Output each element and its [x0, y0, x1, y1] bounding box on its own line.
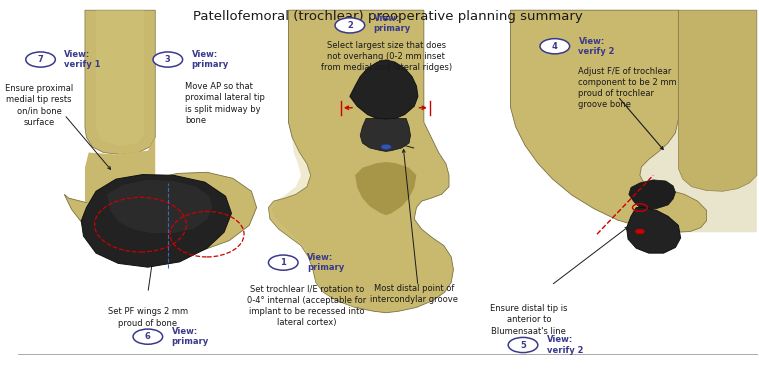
Circle shape: [269, 255, 298, 270]
Text: View:
verify 2: View: verify 2: [578, 37, 615, 56]
Polygon shape: [640, 10, 757, 232]
Polygon shape: [361, 118, 411, 151]
Text: View:
primary: View: primary: [373, 14, 411, 33]
Circle shape: [133, 329, 162, 344]
Polygon shape: [350, 60, 418, 119]
Text: Patellofemoral (trochlear) preoperative planning summary: Patellofemoral (trochlear) preoperative …: [194, 10, 583, 23]
Polygon shape: [85, 10, 156, 154]
Circle shape: [335, 18, 364, 33]
Text: 5: 5: [520, 341, 526, 349]
Text: View:
primary: View: primary: [191, 50, 228, 69]
Text: 1: 1: [280, 258, 286, 267]
Text: Set trochlear I/E rotation to
0-4° internal (acceptable for
implant to be recess: Set trochlear I/E rotation to 0-4° inter…: [247, 285, 367, 327]
Circle shape: [635, 229, 644, 234]
Text: Select largest size that does
not overhang (0-2 mm inset
from medial and lateral: Select largest size that does not overha…: [320, 40, 452, 72]
Text: View:
primary: View: primary: [307, 253, 344, 272]
Circle shape: [153, 52, 183, 67]
Polygon shape: [355, 162, 417, 215]
Text: Most distal point of
intercondylar groove: Most distal point of intercondylar groov…: [370, 283, 458, 304]
Polygon shape: [140, 172, 257, 253]
Polygon shape: [96, 10, 144, 146]
Polygon shape: [85, 138, 156, 206]
Text: Move AP so that
proximal lateral tip
is split midway by
bone: Move AP so that proximal lateral tip is …: [185, 82, 265, 125]
Text: View:
verify 1: View: verify 1: [65, 50, 101, 69]
Polygon shape: [269, 138, 366, 307]
Polygon shape: [510, 10, 707, 232]
Text: Ensure proximal
medial tip rests
on/in bone
surface: Ensure proximal medial tip rests on/in b…: [5, 84, 73, 126]
Text: 7: 7: [38, 55, 43, 64]
Polygon shape: [269, 10, 453, 313]
Text: 4: 4: [552, 42, 558, 51]
Polygon shape: [81, 174, 231, 267]
Polygon shape: [65, 194, 178, 251]
Text: Adjust F/E of trochlear
component to be 2 mm
proud of trochlear
groove bone: Adjust F/E of trochlear component to be …: [578, 67, 677, 109]
Circle shape: [26, 52, 55, 67]
Text: Set PF wings 2 mm
proud of bone: Set PF wings 2 mm proud of bone: [108, 307, 188, 328]
Polygon shape: [107, 180, 213, 233]
Text: Ensure distal tip is
anterior to
Blumensaat's line: Ensure distal tip is anterior to Blumens…: [490, 304, 568, 336]
Text: 2: 2: [347, 21, 353, 30]
Polygon shape: [679, 10, 757, 191]
Polygon shape: [627, 208, 681, 253]
Polygon shape: [628, 180, 676, 209]
Circle shape: [381, 144, 392, 149]
Circle shape: [540, 38, 569, 54]
Text: 3: 3: [165, 55, 171, 64]
Circle shape: [509, 338, 538, 352]
Text: 6: 6: [145, 332, 151, 341]
Text: View:
primary: View: primary: [172, 327, 209, 346]
Text: View:
verify 2: View: verify 2: [546, 335, 583, 355]
